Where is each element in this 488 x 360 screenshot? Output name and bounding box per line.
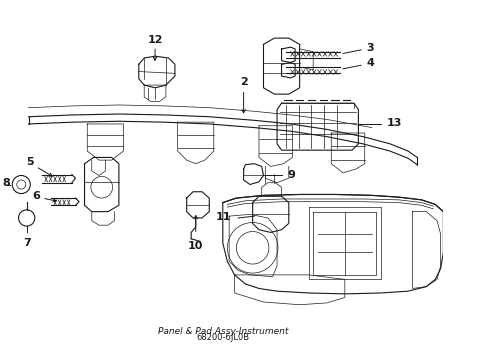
Text: 7: 7 xyxy=(23,238,31,248)
Text: 10: 10 xyxy=(188,242,203,251)
Text: 6: 6 xyxy=(32,191,40,201)
Text: 4: 4 xyxy=(366,58,374,68)
Text: 11: 11 xyxy=(215,212,230,222)
Text: 2: 2 xyxy=(239,77,247,87)
Text: 8: 8 xyxy=(2,178,10,188)
Text: 12: 12 xyxy=(147,35,163,45)
Text: 1: 1 xyxy=(487,189,488,199)
Text: Panel & Pad Assy-Instrument: Panel & Pad Assy-Instrument xyxy=(157,327,287,336)
Text: 68200-6JL0B: 68200-6JL0B xyxy=(196,333,249,342)
Text: 9: 9 xyxy=(286,170,294,180)
Text: 3: 3 xyxy=(366,43,373,53)
Text: 5: 5 xyxy=(26,157,34,167)
Text: 13: 13 xyxy=(386,118,401,128)
